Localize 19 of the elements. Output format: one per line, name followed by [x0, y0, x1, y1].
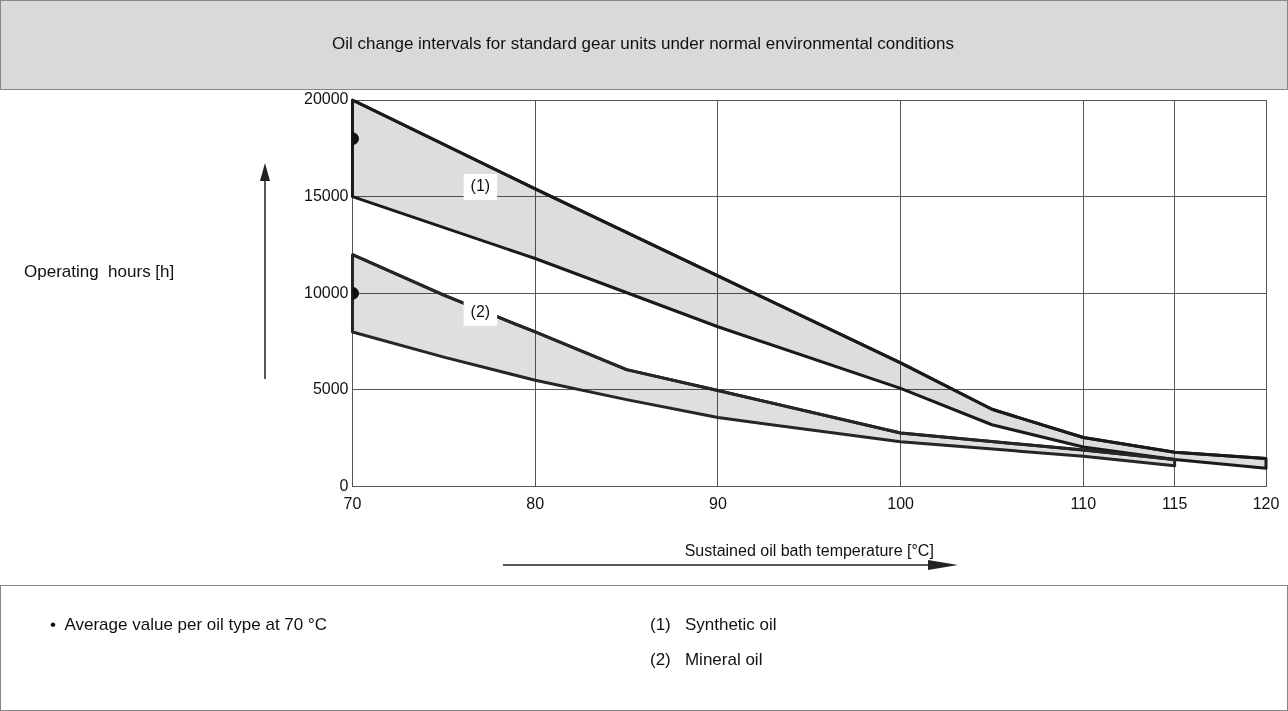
- x-tick-label: 90: [709, 494, 727, 512]
- y-tick-label: 15000: [303, 187, 349, 205]
- y-tick-label: 0: [339, 477, 349, 495]
- x-tick-label: 100: [887, 494, 915, 512]
- x-tick-label: 70: [343, 494, 362, 512]
- x-tick-label: 80: [526, 494, 545, 512]
- annotation: (1): [470, 177, 491, 195]
- y-tick-label: 20000: [303, 90, 349, 108]
- text: Operating hours [h]: [24, 262, 175, 282]
- text: • Average value per oil type at 70 °C: [50, 615, 328, 635]
- x-tick-label: 120: [1252, 494, 1280, 512]
- x-axis-title: Sustained oil bath temperature [°C]: [684, 541, 934, 559]
- x-tick-label: 115: [1161, 494, 1188, 512]
- x-tick-label: 110: [1070, 494, 1097, 512]
- text: (2) Mineral oil: [650, 650, 763, 670]
- text: (1) Synthetic oil: [650, 615, 777, 635]
- y-tick-label: 5000: [312, 380, 349, 398]
- y-tick-label: 10000: [303, 283, 349, 301]
- annotation: (2): [470, 303, 491, 321]
